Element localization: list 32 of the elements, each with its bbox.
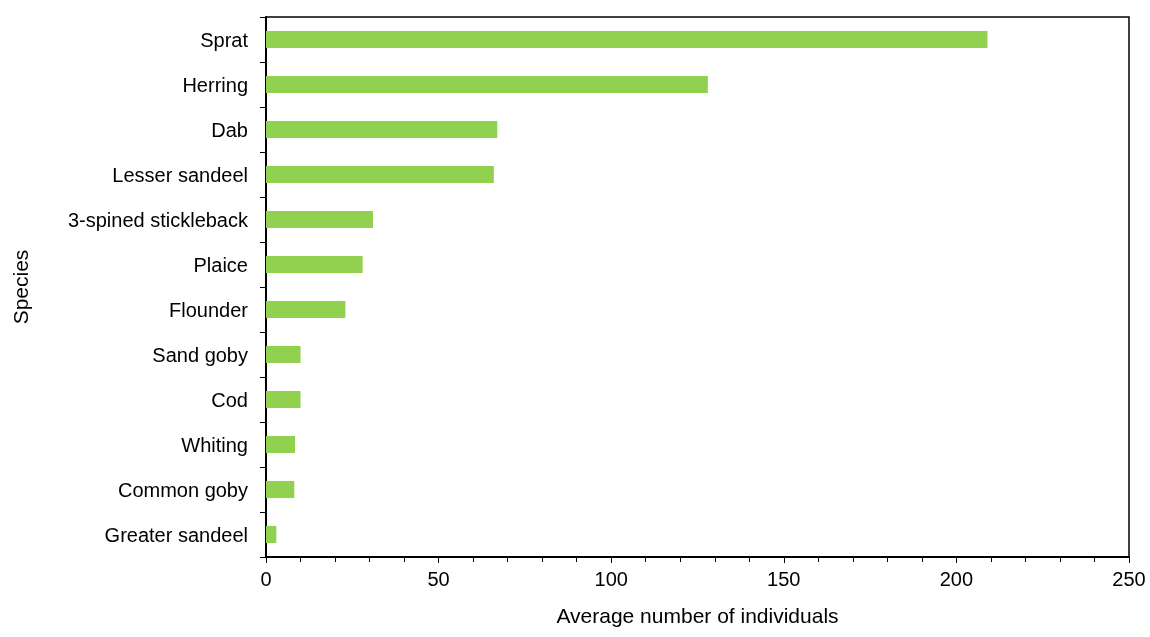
y-tick-label: Cod [211, 388, 248, 411]
y-tick-label: Sprat [200, 28, 249, 51]
y-tick-label: Plaice [193, 253, 248, 276]
y-tick-label: Whiting [181, 433, 248, 456]
bar [266, 30, 988, 49]
x-tick-label: 50 [427, 568, 450, 590]
y-tick-label: Herring [182, 73, 248, 96]
x-tick-label: 150 [767, 568, 801, 590]
y-tick-label: Greater sandeel [104, 523, 248, 546]
bar [266, 75, 708, 94]
bar [266, 120, 498, 139]
bar [266, 525, 277, 544]
bar [266, 210, 374, 229]
x-tick-label: 250 [1112, 568, 1146, 590]
bar [266, 345, 301, 364]
bar [266, 255, 363, 274]
y-tick-label: Flounder [169, 298, 249, 321]
y-tick-label: Dab [211, 118, 248, 141]
x-tick-label: 200 [939, 568, 974, 590]
bar [266, 480, 295, 499]
y-tick-label: Sand goby [152, 343, 248, 366]
x-axis-title: Average number of individuals [556, 604, 839, 627]
y-tick-label: Common goby [117, 478, 248, 501]
x-tick-label: 100 [594, 568, 628, 590]
y-axis-title: Species [9, 249, 32, 325]
bar [266, 300, 346, 319]
y-tick-label: 3-spined stickleback [67, 208, 249, 231]
bar [266, 435, 295, 454]
x-tick-label: 0 [260, 568, 272, 590]
bar [266, 165, 494, 184]
y-tick-label: Lesser sandeel [112, 163, 248, 186]
bar [266, 390, 301, 409]
